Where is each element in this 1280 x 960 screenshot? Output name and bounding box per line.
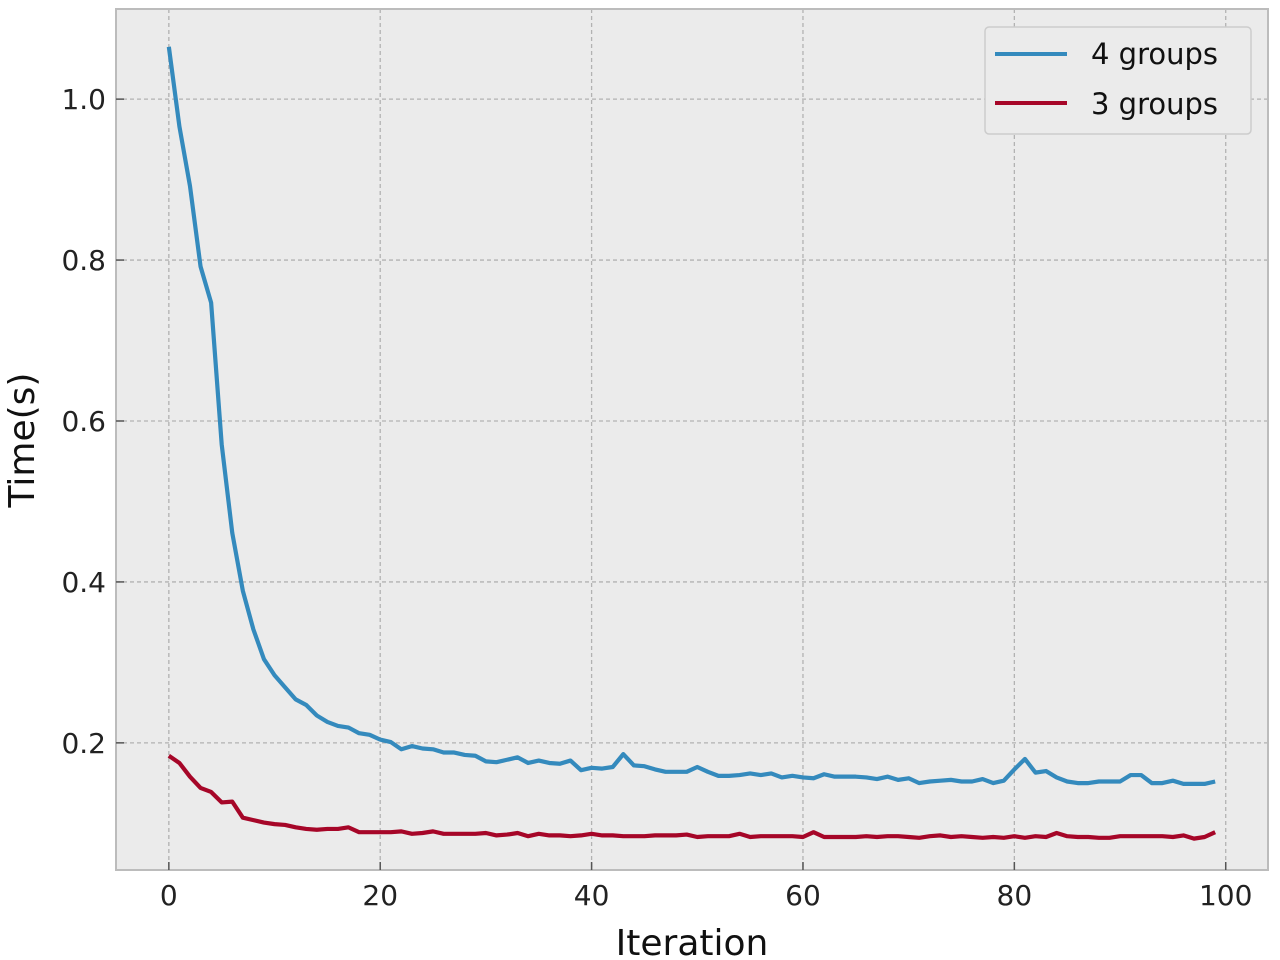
x-axis-label: Iteration xyxy=(616,923,769,960)
legend-label-3-groups: 3 groups xyxy=(1091,87,1218,121)
plot-background xyxy=(116,9,1268,870)
series-lines xyxy=(166,46,1217,841)
plot-frame xyxy=(115,8,1269,871)
y-tick-label: 0.2 xyxy=(61,727,106,760)
y-tick-label: 0.6 xyxy=(61,405,106,438)
series-line-3-groups xyxy=(167,754,1217,841)
y-tick-label: 0.8 xyxy=(61,244,106,277)
y-axis-ticks: 0.2 0.4 0.6 0.8 1.0 xyxy=(61,83,124,760)
x-tick-label: 60 xyxy=(785,879,821,912)
grid-lines xyxy=(116,9,1268,870)
x-tick-label: 100 xyxy=(1199,879,1252,912)
x-tick-label: 20 xyxy=(362,879,398,912)
y-axis-label: Time(s) xyxy=(2,373,43,509)
legend-label-4-groups: 4 groups xyxy=(1091,37,1218,71)
x-tick-label: 80 xyxy=(997,879,1033,912)
series-line-4-groups xyxy=(166,46,1216,787)
x-tick-label: 0 xyxy=(160,879,178,912)
x-axis-ticks: 0 20 40 60 80 100 xyxy=(160,862,1252,912)
x-tick-label: 40 xyxy=(574,879,610,912)
legend: 4 groups 3 groups xyxy=(984,26,1252,135)
y-tick-label: 0.4 xyxy=(61,566,106,599)
y-tick-label: 1.0 xyxy=(61,83,106,116)
